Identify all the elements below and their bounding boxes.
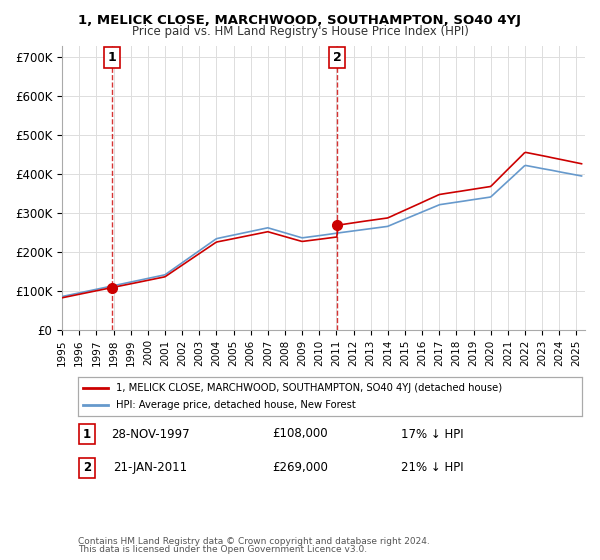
Text: 1: 1 [107, 51, 116, 64]
Text: 2: 2 [83, 461, 91, 474]
Text: 21-JAN-2011: 21-JAN-2011 [113, 461, 187, 474]
Text: 21% ↓ HPI: 21% ↓ HPI [401, 461, 463, 474]
Text: Contains HM Land Registry data © Crown copyright and database right 2024.: Contains HM Land Registry data © Crown c… [78, 537, 430, 546]
Text: £269,000: £269,000 [272, 461, 328, 474]
Text: £108,000: £108,000 [272, 427, 328, 441]
Text: This data is licensed under the Open Government Licence v3.0.: This data is licensed under the Open Gov… [78, 545, 367, 554]
Text: 1: 1 [83, 427, 91, 441]
Text: 2: 2 [333, 51, 341, 64]
Text: 17% ↓ HPI: 17% ↓ HPI [401, 427, 463, 441]
Text: Price paid vs. HM Land Registry's House Price Index (HPI): Price paid vs. HM Land Registry's House … [131, 25, 469, 38]
Text: 1, MELICK CLOSE, MARCHWOOD, SOUTHAMPTON, SO40 4YJ (detached house): 1, MELICK CLOSE, MARCHWOOD, SOUTHAMPTON,… [116, 383, 502, 393]
Text: 1, MELICK CLOSE, MARCHWOOD, SOUTHAMPTON, SO40 4YJ: 1, MELICK CLOSE, MARCHWOOD, SOUTHAMPTON,… [79, 14, 521, 27]
Text: HPI: Average price, detached house, New Forest: HPI: Average price, detached house, New … [116, 400, 356, 410]
Text: 28-NOV-1997: 28-NOV-1997 [110, 427, 190, 441]
